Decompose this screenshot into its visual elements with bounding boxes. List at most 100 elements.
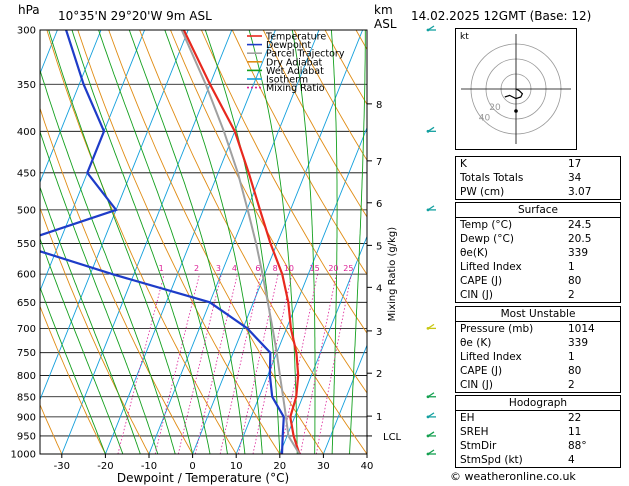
mixing-ratio-line bbox=[177, 273, 222, 454]
most-unstable-key: Pressure (mb) bbox=[460, 323, 534, 335]
hodograph-param-value: 11 bbox=[568, 426, 582, 438]
surface-key: θe(K) bbox=[460, 247, 488, 259]
index-row: PW (cm) 3.07 bbox=[456, 185, 620, 199]
wind-barb-base bbox=[426, 129, 430, 133]
x-tick-label: 30 bbox=[317, 461, 330, 472]
surface-key: Lifted Index bbox=[460, 261, 522, 273]
pressure-tick-label: 950 bbox=[17, 431, 36, 442]
pressure-tick-label: 750 bbox=[17, 348, 36, 359]
pressure-tick-label: 1000 bbox=[11, 450, 36, 461]
mixing-ratio-label: 15 bbox=[309, 264, 319, 273]
mixing-ratio-label: 6 bbox=[255, 264, 260, 273]
mixing-ratio-label: 1 bbox=[159, 264, 164, 273]
plot-frame bbox=[39, 29, 368, 455]
pressure-tick-label: 600 bbox=[17, 270, 36, 281]
wet-adiabat bbox=[71, 30, 211, 454]
mixing-ratio-label: 8 bbox=[273, 264, 278, 273]
mixing-ratio-line bbox=[279, 274, 318, 454]
profile-curves bbox=[40, 30, 301, 454]
dry-adiabat bbox=[40, 305, 106, 454]
mixing-ratio-line bbox=[154, 274, 200, 454]
dry-adiabat bbox=[46, 30, 237, 454]
most-unstable-key: θe (K) bbox=[460, 337, 492, 349]
km-tick-label: 3 bbox=[376, 327, 382, 338]
surface-row: Lifted Index 1 bbox=[456, 260, 620, 274]
surface-row: Dewp (°C) 20.5 bbox=[456, 232, 620, 246]
most-unstable-key: CAPE (J) bbox=[460, 365, 503, 377]
most-unstable-key: Lifted Index bbox=[460, 351, 522, 363]
wind-barb-base bbox=[426, 326, 430, 330]
series-parcel-trajectory bbox=[180, 30, 301, 454]
surface-key: Temp (°C) bbox=[460, 219, 513, 231]
most-unstable-value: 339 bbox=[568, 337, 589, 349]
pressure-tick-label: 850 bbox=[17, 392, 36, 403]
mixing-ratio-labels: 1 2 3 4 6 8 10 15 20 25 bbox=[159, 264, 354, 273]
km-tick-label: 5 bbox=[376, 241, 382, 252]
wet-adiabat bbox=[40, 130, 159, 454]
wind-barb-base bbox=[426, 395, 430, 399]
most-unstable-row: CAPE (J) 80 bbox=[456, 364, 620, 378]
wet-adiabat bbox=[291, 30, 316, 454]
hodograph-param-key: SREH bbox=[460, 426, 489, 438]
mixing-ratio-label: 2 bbox=[194, 264, 199, 273]
pressure-tick-label: 800 bbox=[17, 371, 36, 382]
footer-credit: © weatheronline.co.uk bbox=[450, 470, 576, 483]
surface-table: Surface Temp (°C) 24.5 Dewp (°C) 20.5 θe(K) 3… bbox=[455, 202, 621, 303]
wet-adiabat bbox=[40, 185, 141, 454]
wind-barb-base bbox=[426, 452, 430, 456]
km-tick-label: 6 bbox=[376, 199, 382, 210]
hodograph-param-row: StmSpd (kt) 4 bbox=[456, 453, 620, 467]
mixing-ratio-line bbox=[117, 273, 165, 454]
mixing-ratio-label: 20 bbox=[328, 264, 338, 273]
hodograph-param-row: StmDir 88° bbox=[456, 439, 620, 453]
dry-adiabat bbox=[231, 30, 367, 276]
hodograph-panel: kt 20 40 bbox=[455, 28, 577, 150]
mixing-ratio-axis-label: Mixing Ratio (g/kg) bbox=[387, 227, 398, 322]
km-tick-label: 4 bbox=[376, 283, 382, 294]
dry-adiabat bbox=[262, 30, 367, 218]
wet-adiabat bbox=[40, 68, 176, 454]
surface-row: θe(K) 339 bbox=[456, 246, 620, 260]
x-tick-label: 10 bbox=[230, 461, 243, 472]
isotherm bbox=[61, 30, 233, 454]
mixing-ratio-label: 4 bbox=[232, 264, 237, 273]
surface-title: Surface bbox=[517, 204, 558, 216]
surface-row: Temp (°C) 24.5 bbox=[456, 218, 620, 232]
wind-barb-base bbox=[426, 208, 430, 212]
index-key: K bbox=[460, 158, 467, 170]
mixing-ratio-line bbox=[238, 274, 279, 454]
surface-key: CAPE (J) bbox=[460, 275, 503, 287]
legend-label: Dry Adiabat bbox=[266, 57, 323, 68]
isotherm bbox=[0, 30, 14, 454]
x-tick-label: 40 bbox=[361, 461, 374, 472]
dry-adiabat bbox=[293, 30, 367, 162]
dry-adiabat bbox=[40, 106, 193, 454]
hodograph-param-value: 88° bbox=[568, 440, 587, 452]
km-tick-label: 1 bbox=[376, 412, 382, 423]
most-unstable-table: Most Unstable Pressure (mb) 1014 θe (K) 339… bbox=[455, 306, 621, 393]
mixing-ratio-line bbox=[219, 274, 262, 454]
surface-row: CIN (J) 2 bbox=[456, 288, 620, 302]
hodograph-ring-label: 20 bbox=[489, 103, 501, 113]
asl-unit-label: ASL bbox=[374, 17, 397, 31]
hodograph-trace bbox=[504, 88, 524, 100]
most-unstable-title: Most Unstable bbox=[500, 308, 576, 320]
axes: 3003504004505005506006507007508008509009… bbox=[11, 26, 402, 473]
isotherm bbox=[322, 344, 367, 454]
pressure-tick-label: 650 bbox=[17, 298, 36, 309]
wet-adiabat bbox=[40, 286, 106, 454]
mixing-ratio-line bbox=[252, 274, 293, 454]
mixing-ratio-line bbox=[194, 274, 238, 454]
surface-value: 24.5 bbox=[568, 219, 592, 231]
x-tick-label: -10 bbox=[141, 461, 157, 472]
pressure-tick-label: 500 bbox=[17, 205, 36, 216]
datetime-title: 14.02.2025 12GMT (Base: 12) bbox=[411, 9, 591, 23]
hodograph-param-key: StmSpd (kt) bbox=[460, 454, 523, 466]
isotherm bbox=[279, 235, 367, 454]
surface-value: 339 bbox=[568, 247, 589, 259]
pressure-tick-label: 900 bbox=[17, 412, 36, 423]
mixing-ratio-line bbox=[300, 274, 337, 454]
dry-adiabat bbox=[170, 30, 367, 394]
